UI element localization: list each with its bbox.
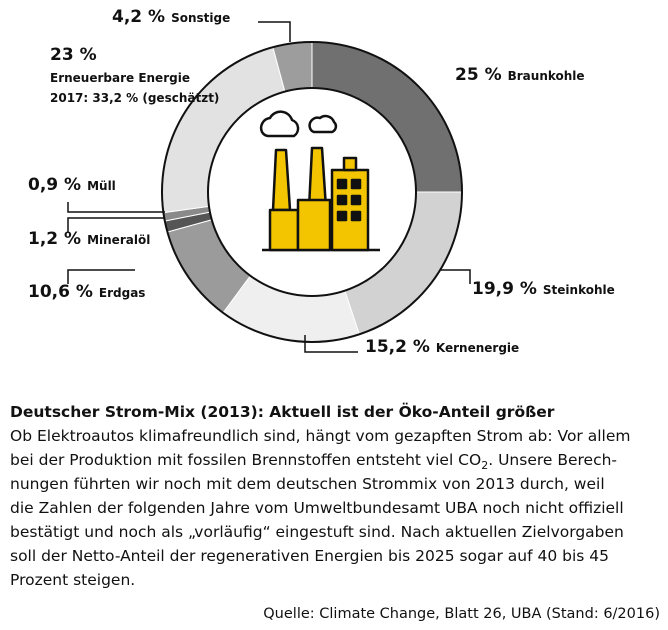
subscript: 2 [481, 459, 489, 473]
caption-body: Ob Elektroautos klimafreundlich sind, hä… [10, 424, 660, 592]
text: nungen führten wir noch mit dem deutsche… [10, 475, 605, 493]
slice-label: 10,6 % Erdgas [28, 282, 145, 302]
slice-label: 1,2 % Mineralöl [28, 229, 150, 249]
source: Quelle: Climate Change, Blatt 26, UBA (S… [263, 606, 660, 622]
caption-title: Deutscher Strom-Mix (2013): Aktuell ist … [10, 403, 555, 421]
leader-line [67, 269, 135, 284]
factory-icon [259, 110, 380, 252]
category-label: Erdgas [99, 286, 146, 300]
text: Ob Elektroautos klimafreundlich sind, hä… [10, 427, 631, 445]
value-label: 10,6 % [28, 282, 93, 302]
body-line: Prozent steigen. [10, 568, 660, 592]
caption: Deutscher Strom-Mix (2013): Aktuell ist … [10, 400, 660, 626]
value-label: 25 % [455, 65, 502, 85]
body-line: soll der Netto-Anteil der regenerativen … [10, 544, 660, 568]
annotation: 2017: 33,2 % (geschätzt) [50, 91, 219, 105]
text: Prozent steigen. [10, 571, 136, 589]
leader-line [304, 335, 358, 353]
text: bestätigt und noch als „vorläufig“ einge… [10, 523, 624, 541]
leader-line [67, 217, 165, 232]
category-label: Steinkohle [543, 283, 615, 297]
leader-line [440, 269, 471, 284]
value-label: 1,2 % [28, 229, 81, 249]
donut [161, 41, 463, 343]
text: bei der Produktion mit fossilen Brennsto… [10, 451, 482, 469]
slice-label: 23 % Erneuerbare Energie 2017: 33,2 % (ges… [50, 45, 219, 105]
ring-outline [207, 87, 417, 297]
text: . Unsere Berech- [488, 451, 618, 469]
slice-label: 0,9 % Müll [28, 175, 116, 195]
value-label: 19,9 % [472, 279, 537, 299]
chart: 25 % Braunkohle 19,9 % Steinkohle 15,2 % Kern… [28, 7, 615, 357]
category-label: Müll [87, 179, 116, 193]
body-line: bei der Produktion mit fossilen Brennsto… [10, 448, 660, 472]
category-label: Erneuerbare Energie [50, 71, 190, 85]
category-label: Kernenergie [436, 341, 519, 355]
body-line: bestätigt und noch als „vorläufig“ einge… [10, 520, 660, 544]
category-label: Mineralöl [87, 233, 150, 247]
category-label: Braunkohle [508, 69, 585, 83]
ring-outline [161, 41, 463, 343]
body-line: Ob Elektroautos klimafreundlich sind, hä… [10, 424, 660, 448]
value-label: 15,2 % [365, 337, 430, 357]
slice-label: 4,2 % Sonstige [112, 7, 230, 27]
slice-label: 19,9 % Steinkohle [472, 279, 615, 299]
value-label: 4,2 % [112, 7, 165, 27]
leader-line [67, 202, 165, 213]
body-line: nungen führten wir noch mit dem deutsche… [10, 472, 660, 496]
leader-line [258, 21, 291, 42]
text: die Zahlen der folgenden Jahre vom Umwel… [10, 499, 624, 517]
slice-label: 25 % Braunkohle [455, 65, 585, 85]
body-line: die Zahlen der folgenden Jahre vom Umwel… [10, 496, 660, 520]
slice-label: 15,2 % Kernenergie [365, 337, 519, 357]
value-label: 0,9 % [28, 175, 81, 195]
value-label: 23 % [50, 45, 97, 65]
category-label: Sonstige [171, 11, 230, 25]
text: soll der Netto-Anteil der regenerativen … [10, 547, 609, 565]
